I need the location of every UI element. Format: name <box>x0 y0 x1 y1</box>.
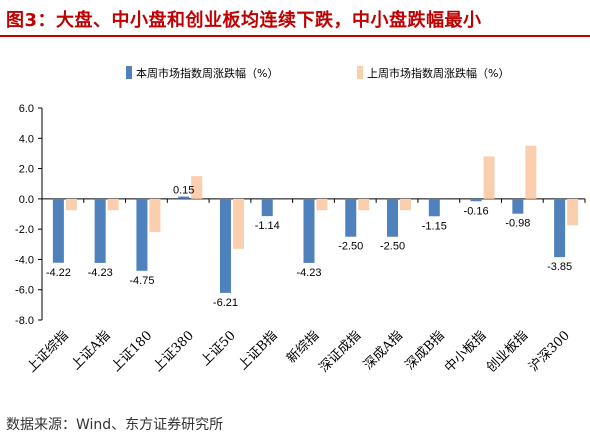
bar-last-week-11 <box>483 156 495 199</box>
legend-label-1: 本周市场指数周涨跌幅（%） <box>136 66 278 80</box>
axes: 6.0 4.0 2.0 0.0 -2.0 -4.0 -6.0 -8.0 <box>15 103 586 327</box>
data-label-11: -0.16 <box>464 205 489 217</box>
y-tick-label: 4.0 <box>19 133 34 145</box>
data-label-8: -2.50 <box>338 241 363 253</box>
legend-label-2: 上周市场指数周涨跌幅（%） <box>367 66 509 80</box>
category-label-7: 新综指 <box>283 328 322 367</box>
category-label-1: 上证综指 <box>24 328 71 375</box>
category-label-10: 深成B指 <box>403 328 448 373</box>
bar-this-week-3 <box>136 198 148 271</box>
bar-this-week-13 <box>554 198 566 258</box>
bar-this-week-4 <box>178 196 190 199</box>
data-labels: -4.22 -4.23 -4.75 0.15 -6.21 -1.14 -4.23 -2.50 -… <box>46 185 572 309</box>
data-label-12: -0.98 <box>505 218 530 230</box>
source-note: 数据来源：Wind、东方证券研究所 <box>6 417 224 433</box>
bar-this-week-12 <box>512 198 524 214</box>
legend-swatch-1 <box>126 66 132 79</box>
bar-this-week-7 <box>303 198 315 263</box>
bar-this-week-1 <box>52 198 64 263</box>
bar-last-week-1 <box>65 198 77 211</box>
category-label-5: 上证50 <box>198 328 239 369</box>
bars <box>52 145 579 293</box>
y-tick-label: -8.0 <box>15 315 34 327</box>
chart-title: 图3：大盘、中小盘和创业板均连续下跌，中小盘跌幅最小 <box>6 10 482 31</box>
bar-this-week-2 <box>94 198 106 263</box>
bar-this-week-11 <box>470 198 482 202</box>
bar-this-week-9 <box>387 198 399 237</box>
bar-last-week-7 <box>316 198 328 211</box>
bar-this-week-6 <box>261 198 273 217</box>
category-label-4: 上证380 <box>150 328 197 375</box>
legend: 本周市场指数周涨跌幅（%） 上周市场指数周涨跌幅（%） <box>126 66 509 80</box>
legend-swatch-2 <box>357 66 363 79</box>
category-label-13: 沪深300 <box>526 328 573 375</box>
y-tick-label: -4.0 <box>15 254 34 266</box>
category-label-12: 创业板指 <box>484 328 531 375</box>
category-label-8: 深证成指 <box>317 328 364 375</box>
bar-last-week-12 <box>525 145 537 199</box>
data-label-10: -1.15 <box>422 220 447 232</box>
data-label-4: 0.15 <box>173 185 194 197</box>
y-tick-label: 6.0 <box>19 103 34 115</box>
data-label-1: -4.22 <box>46 267 71 279</box>
data-label-9: -2.50 <box>380 241 405 253</box>
y-tick-label: -2.0 <box>15 224 34 236</box>
bar-this-week-10 <box>428 198 440 217</box>
data-label-6: -1.14 <box>255 220 280 232</box>
category-label-9: 深成A指 <box>361 328 406 373</box>
bar-last-week-2 <box>107 198 119 211</box>
bar-last-week-4 <box>191 176 203 199</box>
bar-last-week-13 <box>567 198 579 226</box>
data-label-7: -4.23 <box>296 267 321 279</box>
category-label-2: 上证A指 <box>69 328 114 373</box>
data-label-13: -3.85 <box>547 261 572 273</box>
bar-last-week-3 <box>149 198 161 233</box>
bar-last-week-9 <box>400 198 412 211</box>
bar-last-week-8 <box>358 198 370 211</box>
data-label-2: -4.23 <box>88 267 113 279</box>
y-tick-label: 2.0 <box>19 164 34 176</box>
data-label-5: -6.21 <box>213 297 238 309</box>
category-label-3: 上证180 <box>109 328 156 375</box>
category-label-6: 上证B指 <box>236 328 281 373</box>
data-label-3: -4.75 <box>129 275 154 287</box>
y-tick-label: -6.0 <box>15 285 34 297</box>
title-underline <box>0 35 590 37</box>
bar-this-week-8 <box>345 198 357 237</box>
category-label-11: 中小板指 <box>442 328 489 375</box>
bar-last-week-5 <box>232 198 244 249</box>
y-tick-label: 0.0 <box>19 194 34 206</box>
bar-this-week-5 <box>219 198 231 293</box>
